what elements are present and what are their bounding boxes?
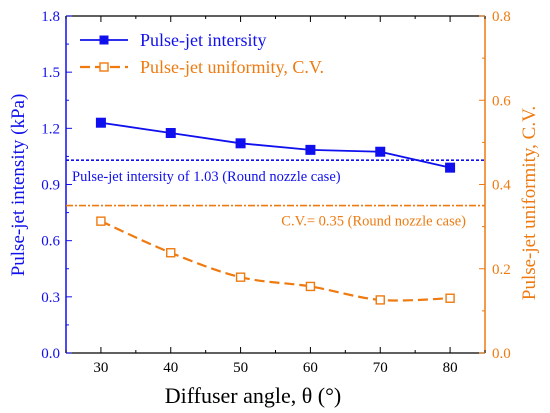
intensity-point <box>445 162 456 173</box>
uniformity-point <box>305 281 316 292</box>
left-y-axis-label: Pulse-jet intensity (kPa) <box>8 94 29 277</box>
right-y-tick-label: 0.4 <box>492 178 511 194</box>
right-y-tick-label: 0.2 <box>492 262 511 278</box>
x-tick-label: 30 <box>93 360 108 376</box>
intensity-point <box>235 138 246 149</box>
x-tick-label: 80 <box>443 360 458 376</box>
intensity-series-line <box>100 121 451 169</box>
right-y-tick-label: 0.8 <box>492 9 511 25</box>
series-layer <box>95 117 456 305</box>
legend-uniformity-label: Pulse-jet uniformity, C.V. <box>140 57 324 77</box>
intensity-point <box>375 146 386 157</box>
x-tick-label: 60 <box>303 360 318 376</box>
legend-uniformity-marker <box>99 62 109 72</box>
x-tick-label: 50 <box>233 360 248 376</box>
intensity-reference-label: Pulse-jet intersity of 1.03 (Round nozzl… <box>72 169 341 185</box>
left-y-axis: 0.0 0.3 0.6 0.9 1.2 1.5 1.8 <box>41 9 72 362</box>
x-tick-label: 70 <box>373 360 388 376</box>
uniformity-point <box>235 272 246 282</box>
uniformity-reference-label: C.V.= 0.35 (Round nozzle case) <box>281 214 466 230</box>
legend-intensity-label: Pulse-jet intersity <box>140 30 266 50</box>
right-y-axis-label: Pulse-jet uniformity, C.V. <box>519 106 540 300</box>
left-y-tick-label: 0.3 <box>41 290 60 306</box>
x-tick-label: 40 <box>163 360 178 376</box>
left-y-tick-label: 0.9 <box>41 178 60 194</box>
left-y-tick-label: 1.2 <box>41 121 60 137</box>
uniformity-point <box>375 295 385 305</box>
uniformity-point <box>166 248 176 258</box>
left-y-tick-label: 1.8 <box>41 9 60 25</box>
intensity-point <box>95 117 106 128</box>
legend: Pulse-jet intersity Pulse-jet uniformity,… <box>80 30 324 77</box>
intensity-point <box>165 128 176 139</box>
uniformity-point <box>96 216 106 226</box>
uniformity-series-line <box>100 220 451 302</box>
reference-lines: Pulse-jet intersity of 1.03 (Round nozzl… <box>66 159 485 230</box>
x-axis-label: Diffuser angle, θ (°) <box>165 383 342 408</box>
right-y-axis: 0.0 0.2 0.4 0.6 0.8 <box>479 9 511 362</box>
right-y-tick-label: 0.6 <box>492 93 511 109</box>
uniformity-point <box>445 293 455 303</box>
left-y-tick-label: 0.6 <box>41 234 60 250</box>
intensity-point <box>305 144 316 155</box>
x-axis: 30 40 50 60 70 80 <box>65 16 486 376</box>
right-y-tick-label: 0.0 <box>492 346 511 362</box>
legend-intensity-marker <box>99 35 109 45</box>
left-y-tick-label: 0.0 <box>41 346 60 362</box>
left-y-tick-label: 1.5 <box>41 65 60 81</box>
